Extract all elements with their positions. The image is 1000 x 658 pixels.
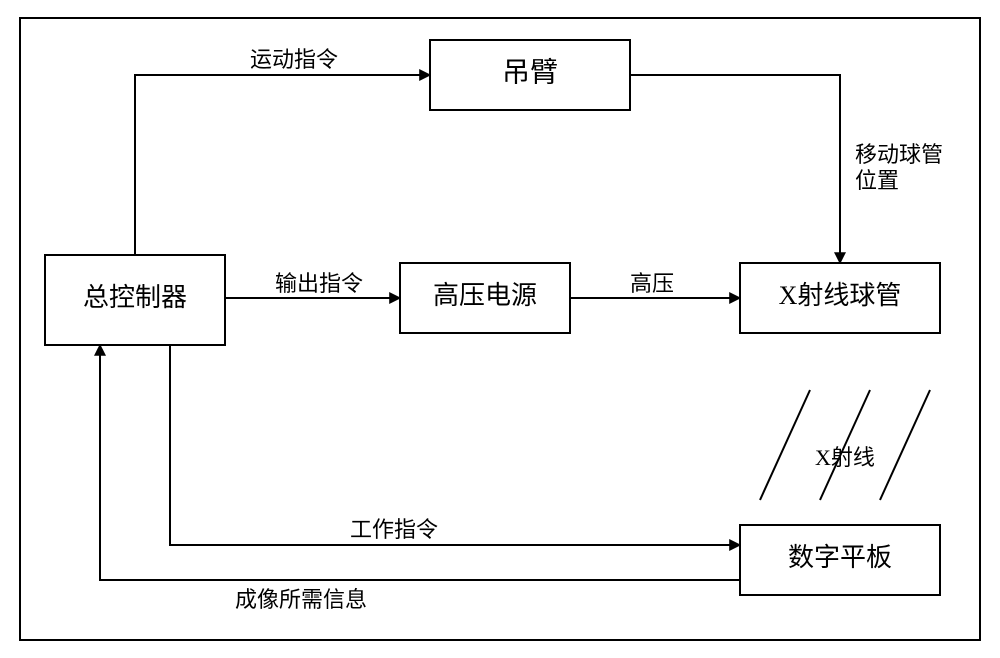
node-boom_arm-label: 吊臂: [502, 56, 558, 88]
node-xray_tube: X射线球管: [740, 263, 940, 333]
node-hv_supply-label: 高压电源: [433, 281, 537, 310]
node-controller-label: 总控制器: [83, 283, 187, 312]
edge-ctrl-to-boom-label: 运动指令: [250, 47, 338, 72]
xray-label: X射线: [815, 445, 875, 470]
edge-ctrl-to-panel: [170, 345, 740, 545]
node-panel: 数字平板: [740, 525, 940, 595]
edge-ctrl-to-boom: [135, 75, 430, 255]
node-hv_supply: 高压电源: [400, 263, 570, 333]
edge-ctrl-to-panel-label: 工作指令: [350, 517, 438, 542]
node-xray_tube-label: X射线球管: [779, 281, 902, 310]
xray-line-0: [760, 390, 810, 500]
xray-line-2: [880, 390, 930, 500]
node-panel-label: 数字平板: [788, 543, 892, 572]
node-boom_arm: 吊臂: [430, 40, 630, 110]
edge-hv-to-tube-label: 高压: [630, 271, 674, 296]
edge-panel-to-ctrl-label: 成像所需信息: [235, 587, 367, 612]
edge-boom-to-tube: [630, 75, 840, 263]
node-controller: 总控制器: [45, 255, 225, 345]
edge-ctrl-to-hv-label: 输出指令: [275, 271, 363, 296]
edge-boom-to-tube-label: 移动球管位置: [855, 142, 943, 193]
